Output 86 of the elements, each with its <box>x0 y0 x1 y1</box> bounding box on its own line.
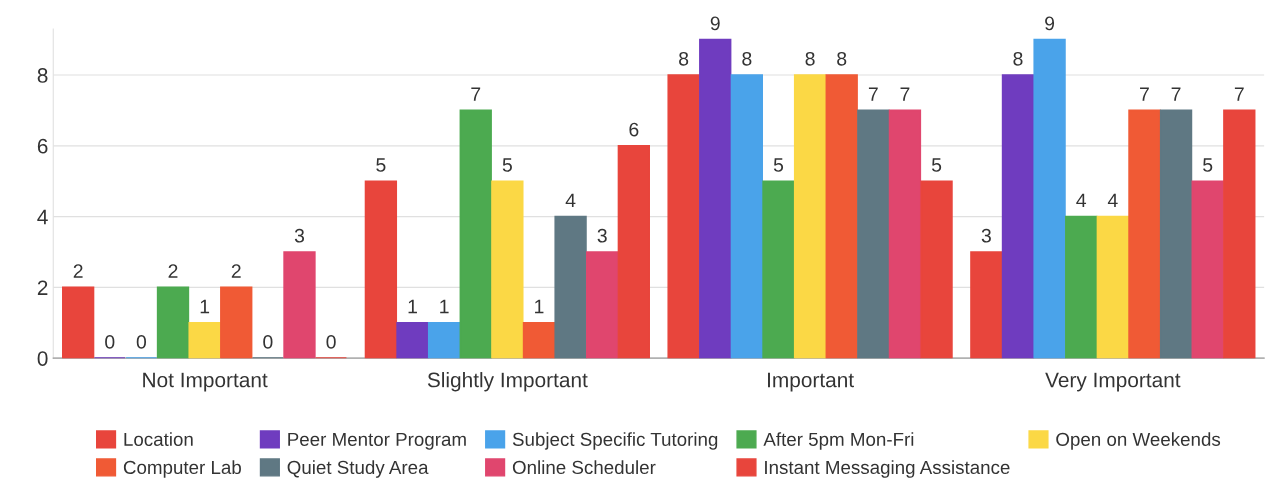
bar <box>188 321 221 359</box>
bar <box>888 109 922 359</box>
data-label: 8 <box>837 51 847 66</box>
y-tick-label: 8 <box>37 68 48 83</box>
data-label: 7 <box>1140 87 1149 101</box>
data-label: 3 <box>294 228 305 243</box>
bar <box>1159 109 1193 359</box>
bar <box>667 74 700 359</box>
bar <box>1033 38 1066 359</box>
data-label: 4 <box>1076 193 1087 208</box>
legend-label: After 5pm Mon-Fri <box>763 432 914 450</box>
bar <box>554 215 587 359</box>
data-label: 5 <box>376 158 386 172</box>
bar <box>857 109 890 359</box>
data-label: 1 <box>535 299 544 314</box>
legend-label: Subject Specific Tutoring <box>512 432 718 450</box>
legend-label: Computer Lab <box>123 460 241 478</box>
y-tick-label: 0 <box>37 351 48 366</box>
data-label: 4 <box>1107 193 1118 208</box>
bar <box>762 180 795 359</box>
x-tick-label: Not Important <box>143 372 268 392</box>
bar <box>1128 109 1161 359</box>
data-label: 2 <box>73 264 83 278</box>
bar <box>491 180 524 359</box>
bar <box>156 286 190 359</box>
bar <box>1191 180 1224 359</box>
data-label: 8 <box>679 51 689 66</box>
legend-label: Online Scheduler <box>512 460 656 475</box>
data-label: 0 <box>326 334 336 349</box>
data-label: 1 <box>200 299 210 314</box>
bar <box>1001 74 1035 359</box>
y-tick-label: 2 <box>37 280 48 295</box>
bar <box>61 286 95 359</box>
bar <box>825 74 858 359</box>
bar <box>459 109 492 359</box>
data-label: 8 <box>1013 51 1023 66</box>
bar <box>920 180 953 359</box>
bar <box>730 74 764 359</box>
bar <box>283 251 316 359</box>
bar <box>220 286 253 359</box>
bar <box>793 74 827 359</box>
data-label: 0 <box>263 334 273 349</box>
x-tick-label: Important <box>768 372 854 392</box>
bar <box>364 180 398 359</box>
data-label: 0 <box>136 334 147 349</box>
bar <box>586 251 619 359</box>
bar <box>699 38 732 359</box>
data-label: 6 <box>629 122 639 137</box>
data-label: 5 <box>931 158 942 172</box>
legend-label: Peer Mentor Program <box>288 432 466 450</box>
data-label: 1 <box>440 299 449 314</box>
y-tick-label: 4 <box>37 209 48 225</box>
x-tick-label: Slightly Important <box>427 372 588 392</box>
data-label: 9 <box>710 16 720 31</box>
data-label: 7 <box>1234 87 1244 101</box>
legend-label: Instant Messaging Assistance <box>765 460 1010 478</box>
bar <box>1065 215 1098 359</box>
bar <box>617 144 651 359</box>
data-label: 0 <box>105 334 115 349</box>
data-label: 3 <box>597 228 607 243</box>
data-label: 7 <box>900 87 910 101</box>
bar <box>427 321 461 359</box>
bar <box>1223 109 1256 359</box>
bar <box>970 251 1003 359</box>
data-label: 5 <box>502 158 512 172</box>
data-label: 2 <box>168 264 178 278</box>
data-label: 5 <box>773 158 784 172</box>
data-label: 9 <box>1045 16 1055 31</box>
legend-label: Open on Weekends <box>1056 432 1221 450</box>
data-label: 7 <box>471 87 481 101</box>
data-label: 3 <box>981 228 991 243</box>
data-label: 8 <box>805 51 815 66</box>
y-tick-label: 6 <box>37 138 48 154</box>
x-tick-label: Very Important <box>1045 372 1181 392</box>
data-label: 4 <box>565 193 576 208</box>
legend-label: Location <box>124 432 193 446</box>
data-label: 1 <box>408 299 417 314</box>
bar <box>396 321 429 359</box>
data-label: 2 <box>231 264 241 278</box>
data-label: 7 <box>868 87 878 101</box>
data-label: 7 <box>1171 87 1181 101</box>
bar <box>1096 215 1129 359</box>
bar <box>522 321 556 359</box>
data-label: 5 <box>1203 158 1213 172</box>
data-label: 8 <box>742 51 752 66</box>
legend-label: Quiet Study Area <box>287 460 429 478</box>
